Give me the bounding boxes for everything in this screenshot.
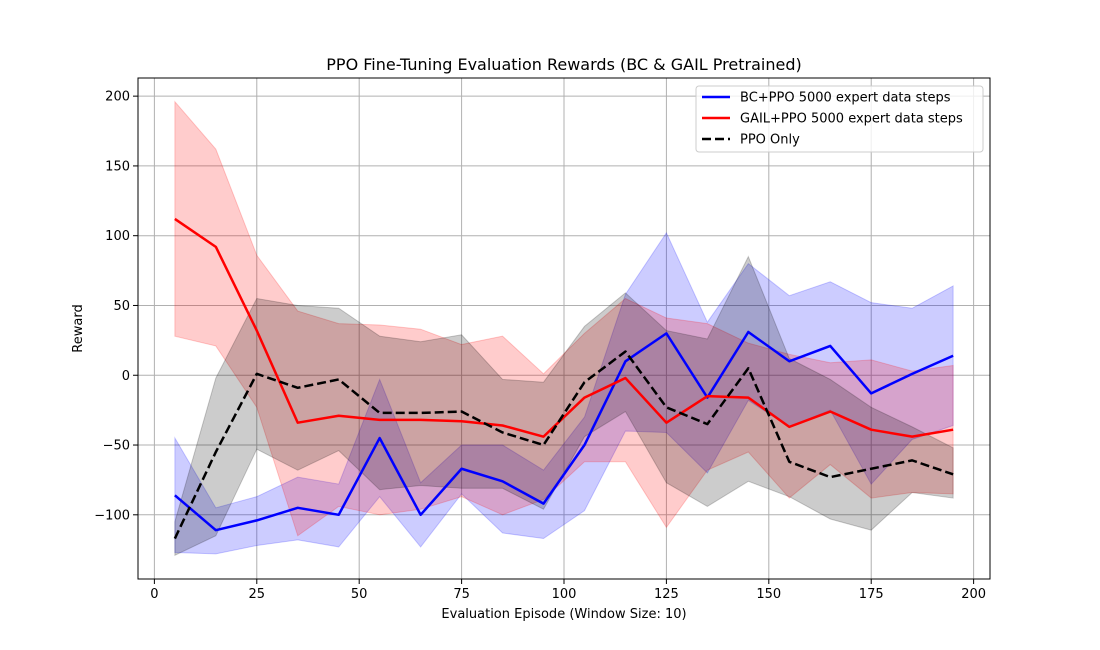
y-tick-label: 200 xyxy=(105,90,130,105)
x-tick-label: 125 xyxy=(654,587,679,602)
y-tick-label: −50 xyxy=(103,439,130,454)
y-tick-label: 50 xyxy=(113,299,130,314)
series-line-ppo-only xyxy=(173,350,954,540)
x-tick-label: 25 xyxy=(249,587,266,602)
x-axis-title: Evaluation Episode (Window Size: 10) xyxy=(441,607,686,622)
y-tick-label: −100 xyxy=(94,508,130,523)
legend: BC+PPO 5000 expert data steps GAIL+PPO 50… xyxy=(695,85,984,153)
y-axis-ticks: −100 −50 0 50 100 150 200 xyxy=(94,90,138,523)
x-axis-ticks: 0 25 50 75 100 125 150 175 200 xyxy=(150,579,986,602)
chart-title: PPO Fine-Tuning Evaluation Rewards (BC &… xyxy=(326,55,801,74)
line-layer xyxy=(173,217,954,540)
x-tick-label: 75 xyxy=(453,587,470,602)
x-tick-label: 200 xyxy=(961,587,986,602)
band-bc-ppo-5000-expert-data-steps xyxy=(174,231,954,555)
y-tick-label: 100 xyxy=(105,229,130,244)
series-line-bc-ppo-5000-expert-data-steps xyxy=(174,330,954,532)
x-tick-label: 150 xyxy=(756,587,781,602)
legend-label: PPO Only xyxy=(740,133,800,148)
x-tick-label: 50 xyxy=(351,587,368,602)
grid-layer xyxy=(138,78,990,579)
y-tick-label: 150 xyxy=(105,159,130,174)
series-line-gail-ppo-5000-expert-data-steps xyxy=(174,217,954,438)
y-axis-title: Reward xyxy=(71,304,86,352)
legend-label: BC+PPO 5000 expert data steps xyxy=(740,91,951,106)
legend-box xyxy=(695,85,984,153)
band-gail-ppo-5000-expert-data-steps xyxy=(174,100,954,537)
y-tick-label: 0 xyxy=(122,369,130,384)
x-tick-label: 0 xyxy=(150,587,158,602)
x-tick-label: 100 xyxy=(552,587,577,602)
x-tick-label: 175 xyxy=(859,587,884,602)
legend-label: GAIL+PPO 5000 expert data steps xyxy=(740,112,963,127)
